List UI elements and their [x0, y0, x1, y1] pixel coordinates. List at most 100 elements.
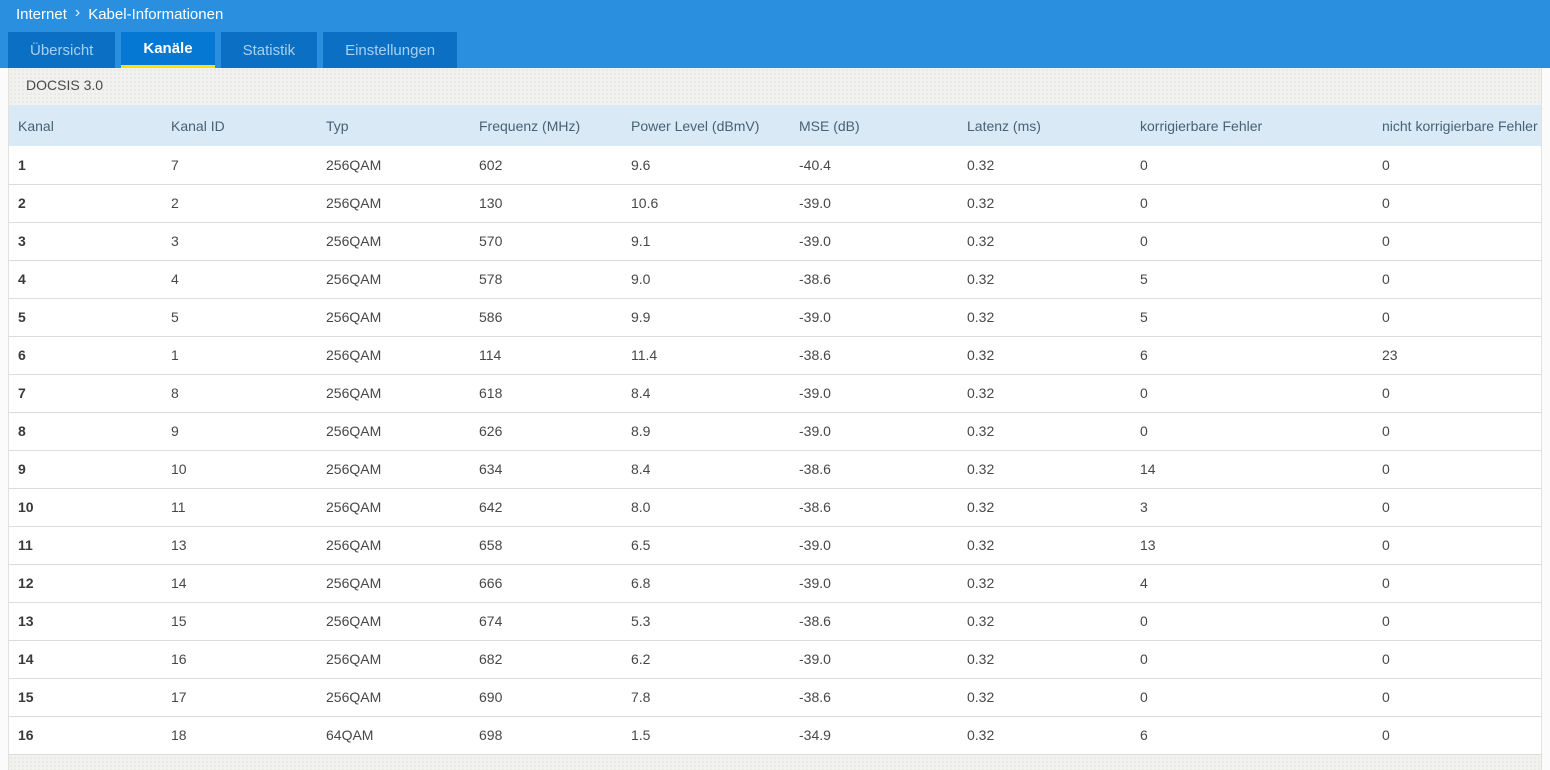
cell-frequenz-mhz-: 586 — [470, 298, 622, 337]
column-header-korrigierbare-fehler: korrigierbare Fehler — [1131, 105, 1373, 146]
cell-kanal: 3 — [9, 222, 162, 261]
tab-kan-le[interactable]: Kanäle — [121, 32, 215, 68]
cell-typ: 256QAM — [317, 564, 470, 603]
cell-kanal: 12 — [9, 564, 162, 603]
cell-kanal-id: 17 — [162, 678, 317, 717]
cell-kanal-id: 7 — [162, 146, 317, 185]
cell-latenz-ms-: 0.32 — [958, 222, 1131, 261]
cell-nicht-korrigierbare-fehler: 0 — [1373, 716, 1541, 755]
cell-power-level-dbmv-: 9.9 — [622, 298, 790, 337]
cell-typ: 256QAM — [317, 298, 470, 337]
cell-latenz-ms-: 0.32 — [958, 488, 1131, 527]
table-row: 11 13 256QAM 658 6.5 -39.0 0.32 13 0 — [9, 526, 1541, 565]
table-body: 1 7 256QAM 602 9.6 -40.4 0.32 0 0 2 2 256QAM 130 10.6… — [9, 146, 1541, 755]
cell-mse-db-: -39.0 — [790, 412, 958, 451]
table-row: 10 11 256QAM 642 8.0 -38.6 0.32 3 0 — [9, 488, 1541, 527]
cell-nicht-korrigierbare-fehler: 0 — [1373, 640, 1541, 679]
cell-frequenz-mhz-: 578 — [470, 260, 622, 299]
table-row: 3 3 256QAM 570 9.1 -39.0 0.32 0 0 — [9, 222, 1541, 261]
cell-mse-db-: -39.0 — [790, 564, 958, 603]
column-header-kanal: Kanal — [9, 105, 162, 146]
cell-latenz-ms-: 0.32 — [958, 716, 1131, 755]
cell-kanal: 15 — [9, 678, 162, 717]
table-row: 2 2 256QAM 130 10.6 -39.0 0.32 0 0 — [9, 184, 1541, 223]
table-header-row: Kanal Kanal ID Typ Frequenz (MHz) Power Leve… — [9, 105, 1541, 146]
cell-kanal-id: 16 — [162, 640, 317, 679]
cell-latenz-ms-: 0.32 — [958, 336, 1131, 375]
cell-typ: 256QAM — [317, 602, 470, 641]
cell-nicht-korrigierbare-fehler: 0 — [1373, 488, 1541, 527]
cell-mse-db-: -39.0 — [790, 640, 958, 679]
tab-statistik[interactable]: Statistik — [220, 32, 318, 68]
cell-korrigierbare-fehler: 0 — [1131, 412, 1373, 451]
cell-power-level-dbmv-: 8.0 — [622, 488, 790, 527]
cell-kanal-id: 9 — [162, 412, 317, 451]
cell-kanal: 14 — [9, 640, 162, 679]
docsis-standard-label: DOCSIS 3.0 — [26, 77, 104, 93]
cell-power-level-dbmv-: 1.5 — [622, 716, 790, 755]
cell-frequenz-mhz-: 130 — [470, 184, 622, 223]
cell-kanal-id: 3 — [162, 222, 317, 261]
cell-typ: 256QAM — [317, 184, 470, 223]
cell-power-level-dbmv-: 11.4 — [622, 336, 790, 375]
cell-korrigierbare-fehler: 0 — [1131, 222, 1373, 261]
cell-mse-db-: -38.6 — [790, 678, 958, 717]
cell-nicht-korrigierbare-fehler: 0 — [1373, 412, 1541, 451]
cell-kanal: 16 — [9, 716, 162, 755]
table-row: 7 8 256QAM 618 8.4 -39.0 0.32 0 0 — [9, 374, 1541, 413]
cell-power-level-dbmv-: 8.4 — [622, 374, 790, 413]
cell-kanal-id: 18 — [162, 716, 317, 755]
cell-korrigierbare-fehler: 0 — [1131, 184, 1373, 223]
cell-mse-db-: -38.6 — [790, 602, 958, 641]
channel-table: Kanal Kanal ID Typ Frequenz (MHz) Power Leve… — [9, 105, 1541, 755]
cell-kanal: 4 — [9, 260, 162, 299]
tab-einstellungen[interactable]: Einstellungen — [323, 32, 458, 68]
cell-frequenz-mhz-: 602 — [470, 146, 622, 185]
cell-frequenz-mhz-: 698 — [470, 716, 622, 755]
cell-nicht-korrigierbare-fehler: 0 — [1373, 678, 1541, 717]
cell-power-level-dbmv-: 9.6 — [622, 146, 790, 185]
column-header-power-level-dbmv-: Power Level (dBmV) — [622, 105, 790, 146]
table-row: 6 1 256QAM 114 11.4 -38.6 0.32 6 23 — [9, 336, 1541, 375]
cell-kanal-id: 1 — [162, 336, 317, 375]
cell-frequenz-mhz-: 570 — [470, 222, 622, 261]
cell-mse-db-: -39.0 — [790, 298, 958, 337]
cell-nicht-korrigierbare-fehler: 0 — [1373, 146, 1541, 185]
cell-frequenz-mhz-: 666 — [470, 564, 622, 603]
cell-mse-db-: -39.0 — [790, 184, 958, 223]
cell-korrigierbare-fehler: 6 — [1131, 716, 1373, 755]
cell-nicht-korrigierbare-fehler: 0 — [1373, 184, 1541, 223]
cell-frequenz-mhz-: 674 — [470, 602, 622, 641]
cell-nicht-korrigierbare-fehler: 0 — [1373, 526, 1541, 565]
column-header-mse-db-: MSE (dB) — [790, 105, 958, 146]
breadcrumb: Internet › Kabel-Informationen — [0, 0, 1550, 28]
cell-korrigierbare-fehler: 3 — [1131, 488, 1373, 527]
cell-nicht-korrigierbare-fehler: 0 — [1373, 450, 1541, 489]
cell-korrigierbare-fehler: 0 — [1131, 678, 1373, 717]
cell-latenz-ms-: 0.32 — [958, 184, 1131, 223]
cell-power-level-dbmv-: 5.3 — [622, 602, 790, 641]
cell-nicht-korrigierbare-fehler: 0 — [1373, 564, 1541, 603]
cell-power-level-dbmv-: 8.4 — [622, 450, 790, 489]
cell-latenz-ms-: 0.32 — [958, 526, 1131, 565]
table-row: 14 16 256QAM 682 6.2 -39.0 0.32 0 0 — [9, 640, 1541, 679]
tab--bersicht[interactable]: Übersicht — [8, 32, 116, 68]
cell-latenz-ms-: 0.32 — [958, 640, 1131, 679]
cell-typ: 256QAM — [317, 146, 470, 185]
cell-kanal: 13 — [9, 602, 162, 641]
cell-power-level-dbmv-: 6.8 — [622, 564, 790, 603]
cell-kanal: 9 — [9, 450, 162, 489]
cell-frequenz-mhz-: 618 — [470, 374, 622, 413]
content-area: DOCSIS 3.0 Kanal Kanal ID Typ Frequenz (MHz… — [0, 68, 1550, 770]
cell-frequenz-mhz-: 114 — [470, 336, 622, 375]
breadcrumb-section[interactable]: Internet — [16, 5, 67, 23]
cell-typ: 256QAM — [317, 678, 470, 717]
cell-latenz-ms-: 0.32 — [958, 678, 1131, 717]
cell-frequenz-mhz-: 634 — [470, 450, 622, 489]
cell-power-level-dbmv-: 9.0 — [622, 260, 790, 299]
table-row: 12 14 256QAM 666 6.8 -39.0 0.32 4 0 — [9, 564, 1541, 603]
cell-typ: 256QAM — [317, 526, 470, 565]
cell-latenz-ms-: 0.32 — [958, 260, 1131, 299]
cell-typ: 256QAM — [317, 222, 470, 261]
cell-kanal: 10 — [9, 488, 162, 527]
